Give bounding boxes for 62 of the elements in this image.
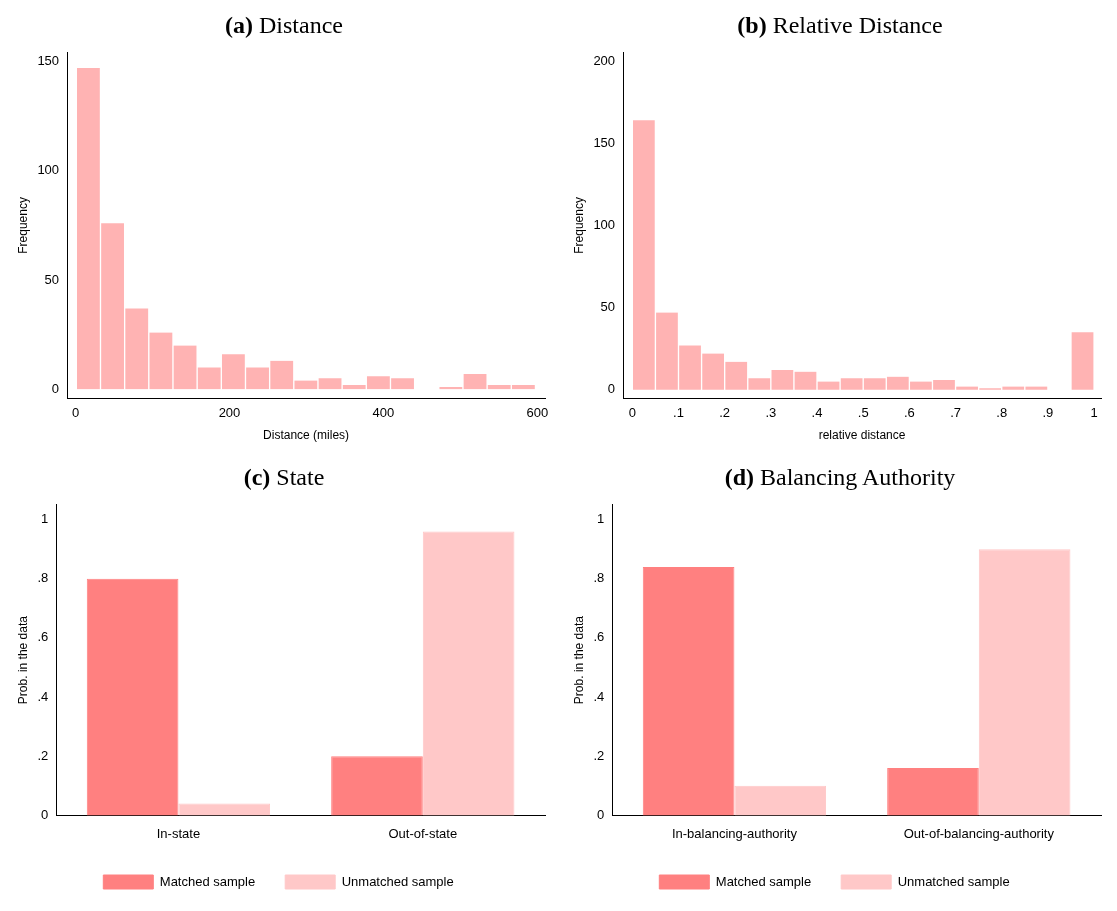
x-tick-label: 400 <box>372 405 394 421</box>
x-tick-label: In-state <box>156 825 200 841</box>
bar <box>978 549 1070 816</box>
bar <box>733 785 826 816</box>
x-tick-label: 0 <box>71 405 79 421</box>
x-tick-label: .2 <box>718 405 730 421</box>
x-tick-label: .4 <box>811 405 822 421</box>
y-axis-title: Prob. in the data <box>571 615 586 705</box>
x-tick-label: .6 <box>903 405 915 421</box>
y-tick-label: 0 <box>596 806 604 822</box>
x-tick-label: 0 <box>628 405 636 421</box>
y-tick-label: 0 <box>51 380 59 396</box>
legend-label: Unmatched sample <box>897 873 1010 889</box>
y-tick-label: 200 <box>592 52 615 68</box>
x-tick-label: .3 <box>764 405 776 421</box>
y-tick-label: .8 <box>592 570 604 586</box>
x-tick-label: 200 <box>218 405 240 421</box>
bar <box>177 803 270 816</box>
chart-title: (b) Relative Distance <box>737 11 943 40</box>
y-tick-label: .2 <box>36 747 48 763</box>
y-tick-label: 150 <box>36 53 59 69</box>
x-tick-label: In-balancing-authority <box>671 825 797 841</box>
x-tick-label: Out-of-state <box>387 825 457 841</box>
legend-label: Matched sample <box>715 873 811 889</box>
bar <box>422 531 514 816</box>
y-tick-label: 100 <box>592 216 615 232</box>
x-tick-label: 1 <box>1089 405 1098 421</box>
bar <box>86 578 178 816</box>
x-tick-label: 600 <box>525 405 548 421</box>
x-tick-label: Out-of-balancing-authority <box>903 825 1054 841</box>
y-tick-label: 1 <box>40 511 48 527</box>
bar <box>642 566 734 816</box>
chart-title: (d) Balancing Authority <box>724 463 956 492</box>
y-tick-label: 150 <box>592 134 615 150</box>
x-tick-label: .8 <box>995 405 1007 421</box>
y-tick-label: 100 <box>36 162 59 178</box>
y-tick-label: 50 <box>600 299 615 315</box>
y-axis-title: Prob. in the data <box>15 615 30 705</box>
y-tick-label: 50 <box>44 271 59 287</box>
legend-label: Unmatched sample <box>341 873 454 889</box>
bar <box>330 756 423 816</box>
x-tick-label: .7 <box>949 405 961 421</box>
y-tick-label: 1 <box>596 511 604 527</box>
y-tick-label: .4 <box>592 688 604 704</box>
x-tick-label: .1 <box>672 405 684 421</box>
x-tick-label: .9 <box>1041 405 1053 421</box>
x-tick-label: .5 <box>857 405 869 421</box>
y-tick-label: .8 <box>36 570 48 586</box>
x-axis-title: Distance (miles) <box>262 428 349 443</box>
bar <box>886 768 979 816</box>
y-tick-label: .2 <box>592 747 604 763</box>
x-axis-title: relative distance <box>818 428 906 443</box>
chart-title: (c) State <box>243 463 325 492</box>
y-axis-title: Frequency <box>571 197 586 254</box>
y-tick-label: .4 <box>36 688 48 704</box>
chart-title: (a) Distance <box>225 11 343 40</box>
legend-label: Matched sample <box>159 873 255 889</box>
y-tick-label: 0 <box>607 381 615 397</box>
y-tick-label: 0 <box>40 806 48 822</box>
y-tick-label: .6 <box>36 629 48 645</box>
y-axis-title: Frequency <box>15 197 30 254</box>
y-tick-label: .6 <box>592 629 604 645</box>
